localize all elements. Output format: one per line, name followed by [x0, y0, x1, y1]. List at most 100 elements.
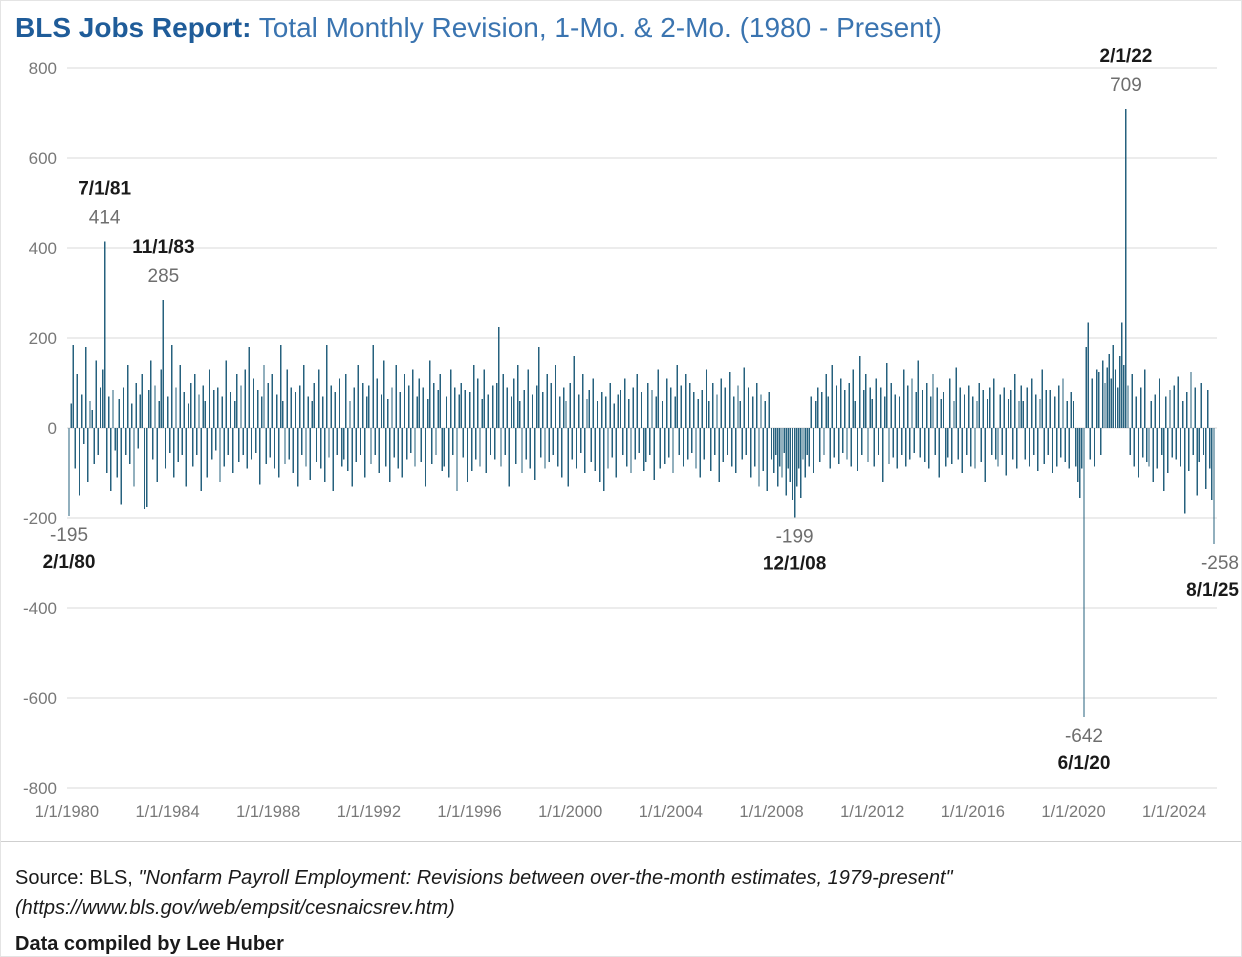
- bar: [611, 428, 613, 458]
- x-tick-label: 1/1/2012: [840, 803, 904, 821]
- y-tick-label: -600: [23, 689, 57, 708]
- bar: [252, 378, 255, 428]
- bar: [1158, 378, 1161, 428]
- bar: [1211, 428, 1213, 500]
- bar: [1204, 428, 1207, 489]
- bar: [747, 387, 750, 428]
- bar: [645, 428, 647, 462]
- bar: [192, 428, 194, 467]
- bar: [907, 385, 909, 428]
- bar: [653, 428, 655, 480]
- bar: [819, 428, 821, 462]
- annotation-date: 11/1/83: [132, 237, 194, 258]
- bar: [433, 383, 435, 428]
- chart-title-rest: Total Monthly Revision, 1-Mo. & 2-Mo. (1…: [251, 12, 942, 43]
- bar: [785, 428, 787, 496]
- bar: [70, 403, 72, 428]
- y-axis-labels: 800 600 400 200 0 -200 -400 -600 -800: [23, 59, 57, 798]
- bar: [854, 401, 857, 428]
- bar: [896, 428, 899, 469]
- bar: [292, 428, 295, 473]
- bar: [1007, 398, 1010, 428]
- bar: [777, 428, 779, 487]
- bar: [691, 428, 693, 453]
- x-tick-label: 1/1/1980: [35, 803, 99, 821]
- bar: [122, 387, 125, 428]
- bar: [659, 428, 662, 469]
- bar: [194, 374, 196, 428]
- bar: [1196, 428, 1198, 496]
- bar: [1016, 428, 1018, 469]
- bar: [250, 428, 253, 460]
- bar: [1095, 369, 1098, 428]
- bar: [267, 383, 269, 428]
- bar: [259, 428, 261, 485]
- bar: [286, 369, 288, 428]
- bar: [95, 360, 97, 428]
- bar: [783, 428, 785, 453]
- bar: [886, 362, 888, 428]
- bar: [949, 378, 951, 428]
- bar: [74, 428, 76, 469]
- bar: [1064, 428, 1066, 462]
- bar: [351, 428, 353, 487]
- bar: [579, 428, 582, 453]
- bar: [240, 385, 242, 428]
- bar: [477, 378, 479, 428]
- bar: [521, 428, 523, 473]
- bar: [1030, 378, 1033, 428]
- bar: [670, 387, 672, 428]
- bar: [531, 394, 534, 428]
- annotation-date: 12/1/08: [763, 554, 826, 575]
- bar: [447, 428, 450, 478]
- bar: [393, 428, 395, 458]
- bar: [1173, 385, 1175, 428]
- bar: [1137, 428, 1140, 478]
- bar: [814, 401, 817, 428]
- source-prefix: Source: BLS,: [15, 867, 139, 889]
- bar: [940, 398, 943, 428]
- bar: [710, 428, 712, 471]
- bar: [162, 299, 165, 428]
- bar: [590, 428, 592, 462]
- bar: [523, 389, 525, 428]
- bar: [473, 365, 475, 428]
- bar: [1202, 428, 1205, 455]
- bar: [884, 396, 886, 428]
- bar: [1037, 428, 1039, 471]
- bar: [546, 374, 548, 428]
- bar: [993, 378, 995, 428]
- bar: [265, 428, 267, 464]
- bar: [905, 428, 907, 467]
- bar: [582, 374, 584, 428]
- bar: [881, 428, 884, 482]
- bar: [970, 428, 972, 467]
- bar: [972, 396, 974, 428]
- bar: [967, 385, 970, 428]
- bar: [858, 356, 861, 428]
- bar: [435, 428, 437, 455]
- bar: [1125, 108, 1127, 428]
- y-tick-label: 600: [29, 149, 57, 168]
- bar: [913, 428, 915, 453]
- bar: [307, 396, 309, 428]
- bar: [210, 428, 213, 460]
- bar: [1213, 428, 1215, 545]
- bar: [879, 387, 882, 428]
- bar: [496, 383, 498, 428]
- bar: [198, 394, 200, 428]
- bar: [917, 360, 920, 428]
- bar: [382, 360, 385, 428]
- bar: [1190, 371, 1192, 428]
- bar: [177, 428, 179, 462]
- bar: [720, 378, 722, 428]
- y-tick-label: 800: [29, 59, 57, 78]
- bar: [508, 428, 511, 487]
- bar: [598, 428, 601, 482]
- bar: [80, 394, 83, 428]
- bar: [231, 428, 234, 473]
- bar: [181, 428, 183, 455]
- bar: [1142, 428, 1144, 458]
- chart-title-prefix: BLS Jobs Report:: [15, 12, 252, 43]
